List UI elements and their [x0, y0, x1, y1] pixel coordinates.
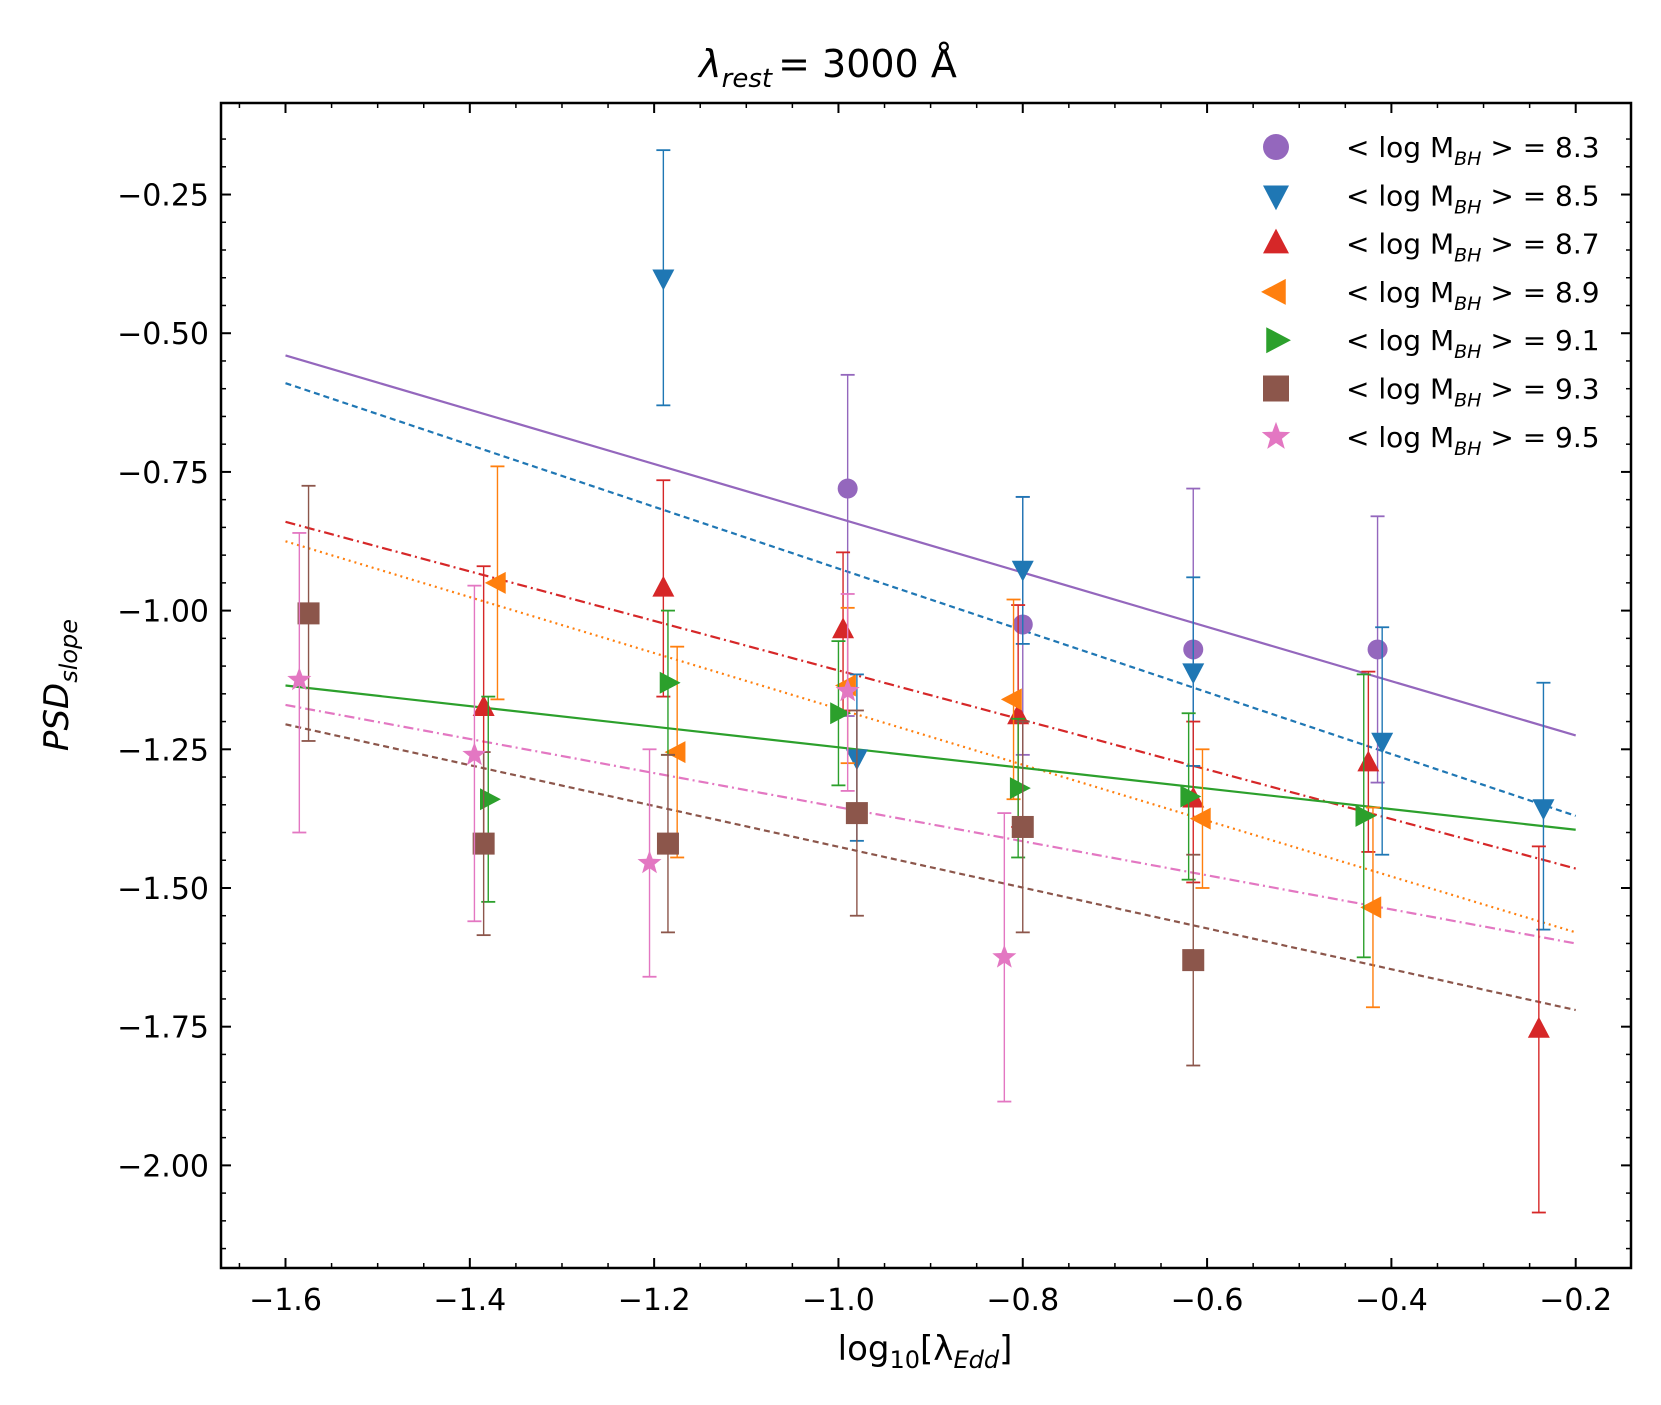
legend-marker-9.5 [1261, 421, 1291, 449]
data-point [830, 702, 852, 725]
legend-marker-8.7 [1263, 228, 1289, 254]
fit-line-9.3 [285, 723, 1576, 1012]
data-point [472, 832, 495, 855]
data-point [1011, 560, 1034, 582]
data-point [480, 788, 501, 811]
data-point [652, 269, 675, 291]
x-tick-label: −1.2 [618, 1283, 691, 1318]
legend-marker-9.3 [1263, 375, 1289, 402]
axis-ticks: −1.6 −1.4 −1.2 −1.0 −0.8 −0.6 −0.4 −0.2 −0.25 −0.… [117, 103, 1631, 1318]
data-point [652, 575, 675, 597]
data-point [1371, 732, 1394, 754]
x-tick-label: −0.4 [1355, 1283, 1428, 1318]
data-point [1182, 949, 1205, 972]
y-tick-label: −0.50 [117, 317, 209, 352]
legend-label-9.3: < log MBH > = 9.3 [1346, 373, 1600, 412]
y-tick-label: −1.00 [117, 595, 209, 630]
y-tick-label: −0.75 [117, 456, 209, 491]
data-point [637, 850, 662, 874]
data-point [1011, 815, 1034, 838]
fit-line-8.5 [285, 382, 1577, 817]
y-tick-label: −1.50 [117, 872, 209, 907]
x-tick-label: −1.0 [802, 1283, 875, 1318]
data-point [1527, 1016, 1550, 1038]
data-point [1009, 777, 1031, 800]
data-point [659, 671, 681, 694]
legend-label-8.3: < log MBH > = 8.3 [1346, 131, 1600, 170]
data-point [664, 741, 686, 764]
legend-marker-8.5 [1263, 185, 1289, 211]
fit-line-8.3 [285, 354, 1577, 737]
x-tick-label: −0.8 [986, 1283, 1059, 1318]
data-point [1367, 639, 1388, 660]
data-point [1357, 750, 1380, 772]
data-point [1189, 807, 1211, 830]
x-tick-label: −0.2 [1539, 1283, 1612, 1318]
legend-marker-8.9 [1261, 278, 1286, 305]
data-point [656, 832, 679, 855]
data-point [837, 478, 858, 499]
data-point [1182, 663, 1205, 685]
y-tick-label: −1.25 [117, 733, 209, 768]
series-9.1 [480, 609, 1377, 959]
legend-marker-9.1 [1266, 327, 1291, 354]
data-point [472, 695, 495, 716]
legend-label-8.7: < log MBH > = 8.7 [1346, 228, 1600, 267]
y-tick-label: −2.00 [117, 1149, 209, 1184]
y-tick-label: −0.25 [117, 179, 209, 214]
legend-label-9.5: < log MBH > = 9.5 [1346, 421, 1600, 460]
data-point [1532, 799, 1555, 821]
x-tick-label: −1.6 [249, 1283, 322, 1318]
legend: < log MBH > = 8.3 < log MBH > = 8.5 < log … [1261, 131, 1600, 460]
fit-line-8.9 [285, 540, 1577, 934]
x-tick-label: −1.4 [433, 1283, 506, 1318]
data-point [1000, 688, 1022, 711]
data-point [1355, 804, 1377, 827]
legend-label-8.9: < log MBH > = 8.9 [1346, 276, 1600, 315]
series-9.3 [297, 484, 1205, 1067]
x-tick-label: −0.6 [1171, 1283, 1244, 1318]
data-point [845, 802, 868, 825]
y-axis-label: PSDslope [37, 619, 83, 751]
legend-label-9.1: < log MBH > = 9.1 [1346, 324, 1600, 363]
data-point [1180, 785, 1202, 808]
series-9.5 [287, 532, 1017, 1103]
data-point [484, 571, 506, 594]
data-point [1360, 896, 1382, 919]
y-tick-label: −1.75 [117, 1011, 209, 1046]
chart-title: λrest = 3000 Å [697, 42, 957, 94]
data-point [297, 602, 320, 625]
x-axis-label: log10[λEdd] [838, 1329, 1013, 1374]
legend-label-8.5: < log MBH > = 8.5 [1346, 179, 1600, 218]
data-points [287, 149, 1555, 1214]
data-point [462, 742, 487, 766]
legend-marker-8.3 [1263, 134, 1289, 160]
data-point [832, 617, 855, 639]
data-point [835, 678, 860, 702]
data-point [287, 667, 312, 691]
plot-frame [219, 101, 1633, 1270]
fit-line-9.1 [285, 684, 1576, 831]
data-point [992, 944, 1017, 968]
